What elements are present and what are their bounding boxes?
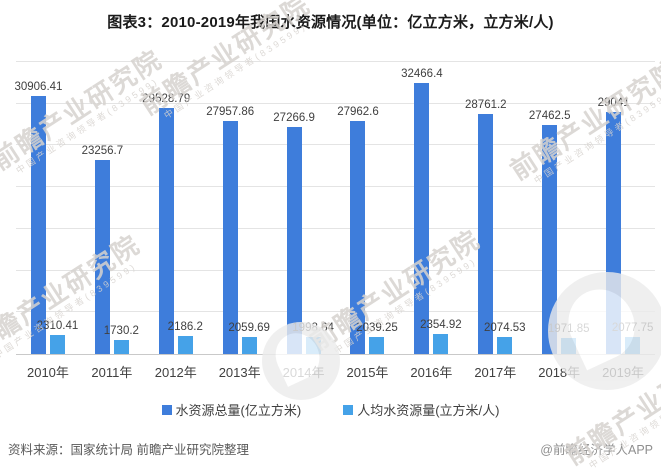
- data-label-series2-2017年: 2074.53: [484, 321, 526, 334]
- bar-series2-2017年: 2074.53: [484, 322, 526, 354]
- legend-label: 水资源总量(亿立方米): [175, 403, 302, 418]
- bar-series2-2013年: 2059.69: [228, 322, 270, 354]
- data-label-series2-2018年: 1971.85: [547, 322, 590, 335]
- data-label-series2-2014年: 1998.64: [292, 322, 334, 335]
- bar-series2-2015年: 2039.25: [356, 322, 398, 354]
- bar-series2-2016年: 2354.92: [420, 319, 462, 354]
- data-label-series1-2010年: 30906.41: [14, 81, 63, 94]
- legend-swatch-icon: [161, 404, 172, 415]
- data-label-series1-2013年: 27957.86: [206, 105, 255, 118]
- data-label-series2-2011年: 1730.2: [103, 324, 139, 337]
- x-axis-labels: 2010年 2011年 2012年 2013年 2014年 2015年 2016年 2017年…: [16, 362, 655, 381]
- bar-group-2015年: 27962.6 2039.25: [336, 62, 400, 354]
- bar-group-2013年: 27957.86 2059.69: [206, 62, 272, 354]
- data-label-series2-2010年: 2310.41: [36, 319, 79, 332]
- gridline-20000: [16, 186, 655, 188]
- footer: 资料来源：国家统计局 前瞻产业研究院整理 @前瞻经济学人APP: [8, 439, 653, 458]
- bar-series1-2012年: 29528.79: [142, 93, 190, 354]
- x-tick-2017年: 2017年: [474, 365, 517, 380]
- plot-area: 30906.41 2310.41 23256.7 1730.2 29528.79 2186…: [14, 61, 655, 355]
- bar-series1-2014年: 27266.9: [273, 112, 315, 354]
- bar-series1-2019年: 29041: [598, 97, 630, 354]
- bar-group-2017年: 28761.2 2074.53: [463, 62, 527, 354]
- data-label-series2-2016年: 2354.92: [420, 319, 462, 332]
- bar-series1-2016年: 32466.4: [401, 68, 443, 354]
- source-note: 资料来源：国家统计局 前瞻产业研究院整理: [8, 443, 249, 457]
- bar-series2-2011年: 1730.2: [104, 325, 139, 354]
- data-label-series1-2017年: 28761.2: [465, 99, 507, 112]
- bar-series2-2019年: 2077.75: [612, 322, 653, 354]
- bar-series1-2011年: 23256.7: [82, 145, 123, 354]
- x-tick-2011年: 2011年: [91, 365, 133, 380]
- bar-series1-2010年: 30906.41: [14, 81, 62, 354]
- x-tick-2010年: 2010年: [26, 365, 69, 380]
- bar-series1-2013年: 27957.86: [206, 106, 254, 354]
- x-tick-2015年: 2015年: [346, 365, 389, 380]
- x-tick-2014年: 2014年: [282, 365, 325, 380]
- bar-series1-2015年: 27962.6: [337, 106, 379, 354]
- data-label-series1-2019年: 29041: [597, 96, 630, 109]
- data-label-series2-2012年: 2186.2: [167, 320, 203, 333]
- bar-group-2011年: 23256.7 1730.2: [80, 62, 144, 354]
- gridline-10000: [16, 269, 655, 271]
- data-label-series1-2014年: 27266.9: [273, 111, 315, 124]
- gridline-25000: [16, 144, 655, 146]
- legend-item-series2: 人均水资源量(立方米/人): [343, 400, 499, 419]
- x-tick-2018年: 2018年: [538, 365, 581, 380]
- legend-swatch-icon: [343, 404, 354, 415]
- data-label-series1-2018年: 27462.5: [528, 109, 571, 122]
- x-tick-2012年: 2012年: [154, 365, 197, 380]
- data-label-series2-2019年: 2077.75: [611, 321, 654, 334]
- x-tick-2013年: 2013年: [218, 365, 261, 380]
- bar-group-2019年: 29041 2077.75: [591, 62, 655, 354]
- bar-series2-2012年: 2186.2: [168, 321, 203, 354]
- chart-title: 图表3：2010-2019年我国水资源情况(单位：亿立方米，立方米/人): [107, 14, 554, 31]
- gridline-5000: [16, 311, 655, 313]
- gridline-15000: [16, 227, 655, 229]
- bar-groups: 30906.41 2310.41 23256.7 1730.2 29528.79 2186…: [14, 62, 655, 354]
- bar-series2-2018年: 1971.85: [548, 323, 589, 354]
- chart-legend: 水资源总量(亿立方米) 人均水资源量(立方米/人): [0, 400, 661, 419]
- bar-series1-2018年: 27462.5: [529, 110, 570, 354]
- credit-note: @前瞻经济学人APP: [540, 443, 653, 457]
- bar-group-2010年: 30906.41 2310.41: [14, 62, 80, 354]
- legend-label: 人均水资源量(立方米/人): [357, 403, 500, 418]
- legend-item-series1: 水资源总量(亿立方米): [161, 400, 302, 419]
- bar-series2-2010年: 2310.41: [37, 320, 78, 354]
- x-tick-2016年: 2016年: [410, 365, 453, 380]
- data-label-series1-2016年: 32466.4: [401, 68, 443, 81]
- data-label-series1-2011年: 23256.7: [81, 144, 124, 157]
- data-label-series1-2015年: 27962.6: [337, 105, 379, 118]
- gridline-30000: [16, 102, 655, 104]
- bar-series1-2017年: 28761.2: [465, 99, 507, 354]
- bar-group-2016年: 32466.4 2354.92: [399, 62, 463, 354]
- data-label-series2-2013年: 2059.69: [228, 321, 270, 334]
- gridline-35000: [16, 61, 655, 62]
- bar-group-2014年: 27266.9 1998.64: [272, 62, 336, 354]
- bar-series2-2014年: 1998.64: [292, 322, 334, 354]
- data-label-series2-2015年: 2039.25: [356, 322, 398, 334]
- x-tick-2019年: 2019年: [602, 365, 645, 380]
- bar-group-2018年: 27462.5 1971.85: [527, 62, 591, 354]
- bar-group-2012年: 29528.79 2186.2: [142, 62, 208, 354]
- data-label-series1-2012年: 29528.79: [142, 92, 191, 105]
